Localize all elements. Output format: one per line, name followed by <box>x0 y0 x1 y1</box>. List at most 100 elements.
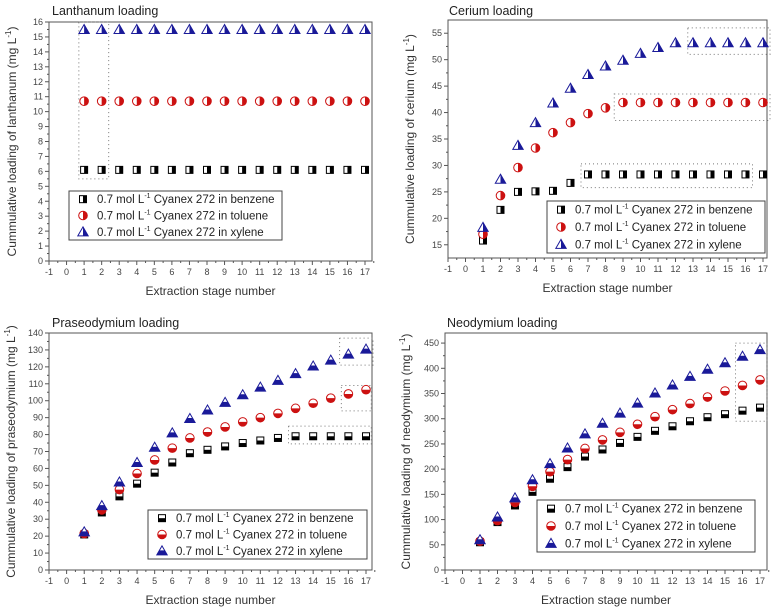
data-point <box>653 97 663 108</box>
marker-fill <box>763 98 768 107</box>
marker-fill <box>189 166 193 174</box>
y-tick-label: 50 <box>429 540 439 550</box>
marker-fill <box>580 448 590 453</box>
x-tick-label: 8 <box>600 576 605 586</box>
y-tick-label: 250 <box>424 439 439 449</box>
data-point <box>238 165 247 174</box>
x-tick-label: 13 <box>688 264 698 274</box>
marker-fill <box>203 432 212 437</box>
marker-fill <box>745 37 751 47</box>
marker-fill <box>563 459 572 464</box>
data-point <box>496 205 505 214</box>
marker-fill <box>623 55 629 65</box>
marker-fill <box>546 526 556 531</box>
marker-fill <box>154 166 158 174</box>
legend: 0.7 mol L-1 Cyanex 272 in benzene 0.7 mol… <box>536 499 756 553</box>
marker-fill <box>347 166 351 174</box>
data-point <box>306 23 319 34</box>
data-point <box>578 427 592 439</box>
marker-fill <box>605 61 611 71</box>
marker-fill <box>588 170 592 178</box>
chart-panel-neodymium: Neodymium loading-1 0 1 2 3 4 5 6 7 8 9 10 11 12 13 14 1… <box>398 316 770 607</box>
data-point <box>562 454 573 465</box>
data-point <box>343 389 354 399</box>
marker-fill <box>650 416 660 422</box>
data-point <box>362 432 370 441</box>
marker-fill <box>547 508 555 513</box>
marker-fill <box>312 166 316 174</box>
chart-title: Neodymium loading <box>447 316 558 330</box>
x-tick-label: 13 <box>685 576 695 586</box>
marker-fill <box>344 393 353 399</box>
marker-fill <box>739 410 746 415</box>
marker-fill <box>325 359 336 365</box>
marker-fill <box>623 98 628 107</box>
marker-fill <box>119 24 125 34</box>
data-point <box>704 36 717 48</box>
data-point <box>219 96 230 106</box>
highlight-box <box>339 337 374 366</box>
y-tick-label: 90 <box>33 413 43 423</box>
marker-fill <box>545 542 557 548</box>
marker-fill <box>119 96 124 106</box>
marker-fill <box>553 98 559 108</box>
marker-fill <box>294 96 300 106</box>
marker-fill <box>101 166 106 174</box>
marker-fill <box>157 534 167 539</box>
marker-fill <box>675 37 681 47</box>
y-axis: 0 10 20 30 40 50 60 70 80 90 100 110 120 130 140 <box>28 328 49 575</box>
data-point <box>739 36 752 48</box>
marker-fill <box>312 24 318 34</box>
x-tick-label: 12 <box>670 264 680 274</box>
marker-fill <box>326 398 336 403</box>
data-point <box>115 165 124 174</box>
data-point <box>723 97 733 108</box>
marker-fill <box>632 402 643 408</box>
series-benzene <box>479 170 767 245</box>
marker-fill <box>720 390 730 396</box>
data-point <box>706 170 715 179</box>
data-point <box>616 438 624 447</box>
data-point <box>253 23 266 34</box>
data-point <box>616 54 630 65</box>
x-tick-label: 5 <box>152 576 157 586</box>
marker-fill <box>277 96 282 106</box>
data-point <box>273 433 282 442</box>
marker-fill <box>686 421 694 425</box>
marker-fill <box>658 170 662 178</box>
marker-fill <box>668 409 677 414</box>
marker-fill <box>329 96 335 106</box>
data-point <box>237 96 247 106</box>
marker-fill <box>79 531 90 536</box>
data-point <box>290 165 299 174</box>
legend-marker-xylene <box>544 537 558 548</box>
marker-fill <box>344 436 352 440</box>
x-tick-label: 3 <box>515 264 520 274</box>
data-point <box>634 47 647 58</box>
data-point <box>632 419 643 430</box>
data-point <box>78 23 91 34</box>
marker-fill <box>651 430 659 435</box>
marker-fill <box>154 96 159 106</box>
data-point <box>654 170 662 179</box>
marker-fill <box>242 24 248 34</box>
marker-fill <box>136 24 142 34</box>
data-point <box>701 363 714 374</box>
data-point <box>325 165 334 174</box>
x-tick-label: 10 <box>238 576 248 586</box>
x-tick-label: 15 <box>325 267 335 277</box>
data-point <box>361 384 371 395</box>
data-point <box>289 96 300 106</box>
data-point <box>183 23 196 34</box>
marker-fill <box>500 191 505 200</box>
y-tick-label: 300 <box>424 414 439 424</box>
data-point <box>721 410 729 419</box>
x-tick-label: -1 <box>45 576 53 586</box>
y-tick-label: 200 <box>424 464 439 474</box>
data-point <box>150 165 159 174</box>
y-tick-label: 16 <box>33 17 43 27</box>
y-tick-label: 150 <box>424 489 439 499</box>
marker-fill <box>360 348 372 354</box>
data-point <box>344 432 353 441</box>
marker-fill <box>365 96 370 106</box>
